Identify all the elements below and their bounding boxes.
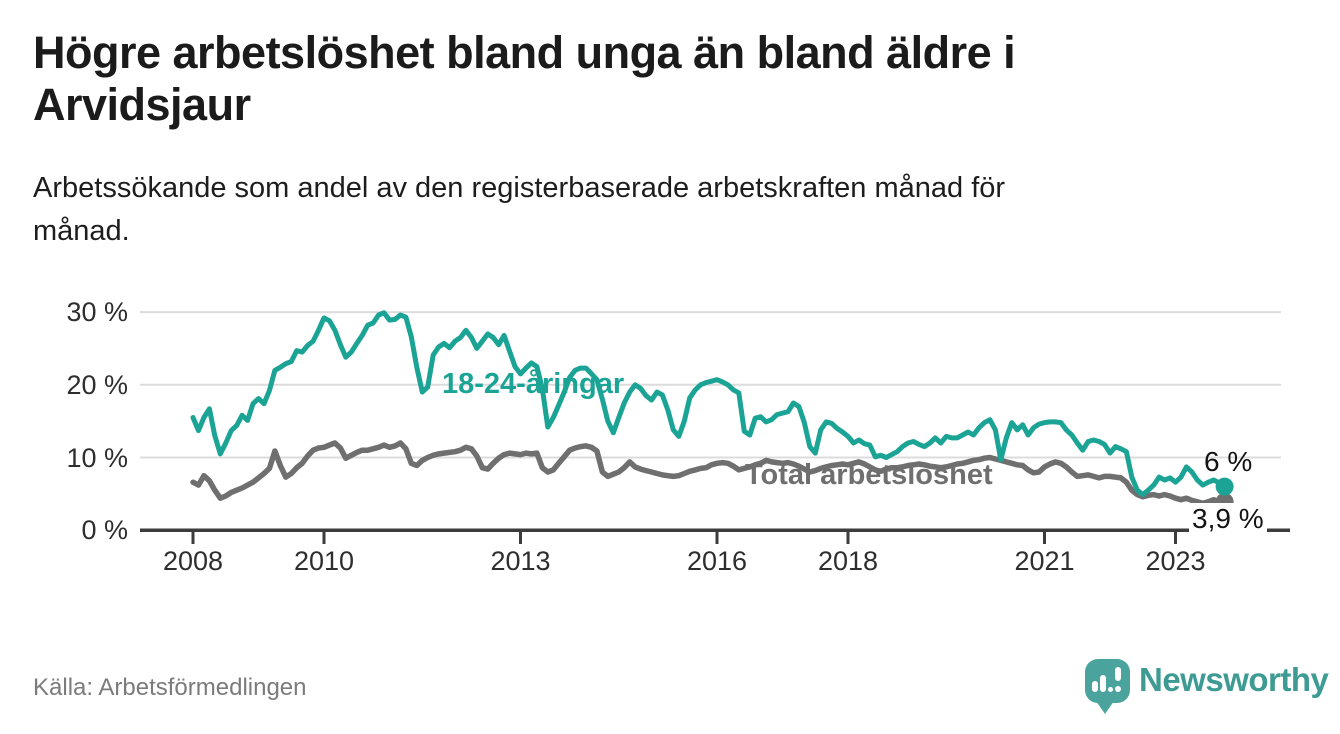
end-value-label-youth: 6 % [1204,446,1253,477]
page-title-line1: Högre arbetslöshet bland unga än bland ä… [33,27,1016,78]
x-tick-2016: 2016 [686,546,748,576]
x-axis-ticks [191,530,1177,544]
newsworthy-brand-text: Newsworthy [1139,661,1329,698]
y-tick-20: 20 % [66,370,128,400]
chart-subtitle-line2: månad. [33,215,130,247]
y-tick-10: 10 % [66,443,128,473]
chart-subtitle-line1: Arbetssökande som andel av den registerb… [33,172,1006,204]
newsworthy-bubble-icon [1085,659,1130,703]
logo-exclamation-bar [1115,667,1121,681]
youth-series-line [190,310,1228,498]
logo-exclamation-dot [1115,686,1121,692]
series-label-total: Total arbetslöshet [745,459,993,491]
series-label-youth: 18-24-åringar [442,368,625,400]
source-note: Källa: Arbetsförmedlingen [33,674,307,701]
newsworthy-bubble-tail [1096,701,1114,714]
gridlines [140,311,1281,459]
newsworthy-logo: Newsworthy [1085,659,1340,719]
x-tick-2010: 2010 [293,546,355,576]
logo-chart-dot [1108,687,1113,692]
page-title: Högre arbetslöshet bland unga än bland ä… [33,27,1313,131]
x-tick-2008: 2008 [162,546,224,576]
logo-chart-bar-1 [1092,681,1098,692]
youth-series-end-dot [1215,477,1234,496]
end-value-label-total: 3,9 % [1189,503,1267,535]
x-tick-2013: 2013 [490,546,551,576]
y-tick-0: 0 % [81,515,128,545]
series-layer [190,310,1234,511]
x-tick-2023: 2023 [1145,546,1206,576]
chart-subtitle: Arbetssökande som andel av den registerb… [33,167,1313,253]
x-tick-2018: 2018 [817,546,879,576]
logo-chart-bar-2 [1100,675,1106,692]
page-title-line2: Arvidsjaur [33,79,251,130]
x-tick-2021: 2021 [1014,546,1075,576]
total-series-line [190,440,1228,507]
y-tick-30: 30 % [66,297,128,327]
